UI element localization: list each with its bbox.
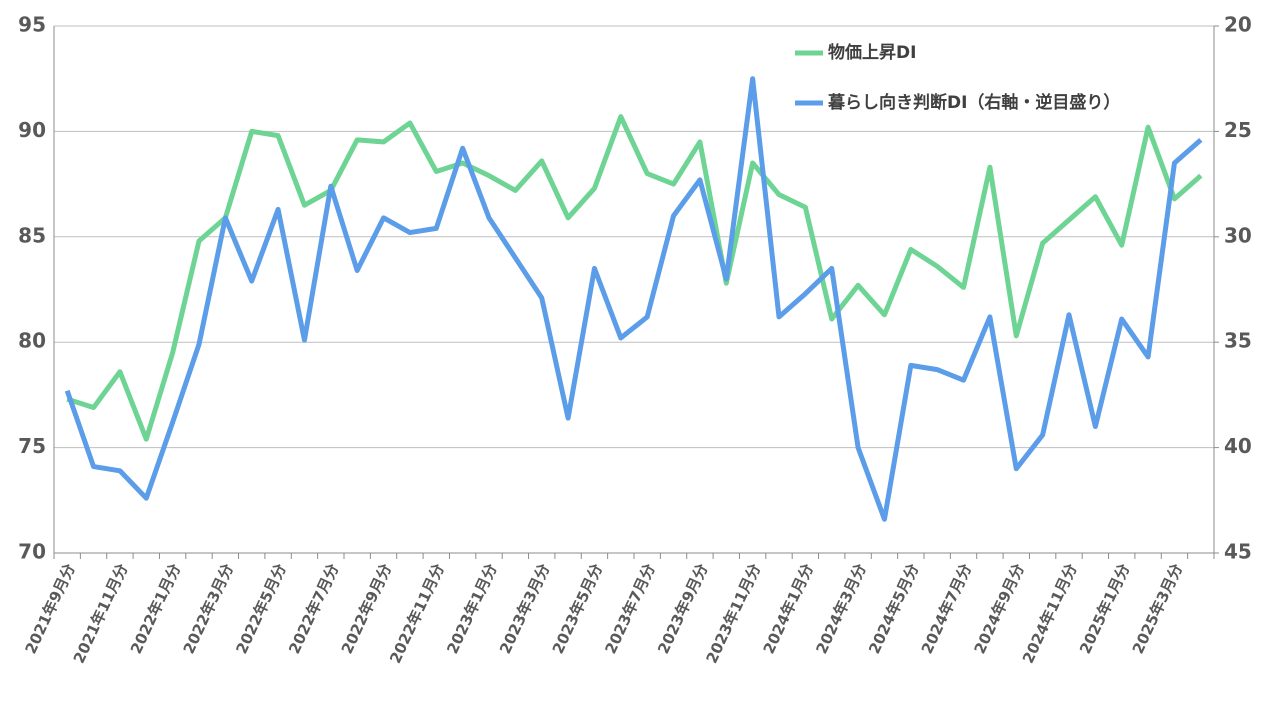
y2-tick-label: 35 xyxy=(1224,329,1252,353)
x-tick-label: 2021年11月分 xyxy=(70,561,132,666)
x-tick-label: 2022年3月分 xyxy=(180,561,237,657)
x-tick-label: 2023年3月分 xyxy=(496,561,553,657)
y2-tick-label: 45 xyxy=(1224,540,1252,564)
x-tick-label: 2022年1月分 xyxy=(127,561,184,657)
x-tick-label: 2024年9月分 xyxy=(971,561,1028,657)
y-tick-label: 80 xyxy=(18,329,46,353)
x-tick-label: 2023年11月分 xyxy=(703,561,765,666)
series-line xyxy=(66,114,1203,442)
x-tick-label: 2022年5月分 xyxy=(232,561,289,657)
y2-tick-label: 30 xyxy=(1224,223,1252,247)
x-tick-label: 2023年5月分 xyxy=(549,561,606,657)
legend-label: 物価上昇DI xyxy=(828,42,916,63)
y2-tick-label: 25 xyxy=(1224,118,1252,142)
y-tick-label: 70 xyxy=(18,540,46,564)
x-tick-label: 2024年1月分 xyxy=(760,561,817,657)
x-tick-label: 2023年1月分 xyxy=(443,561,500,657)
x-tick-label: 2024年3月分 xyxy=(812,561,869,657)
x-tick-label: 2023年9月分 xyxy=(654,561,711,657)
x-tick-label: 2022年11月分 xyxy=(386,561,448,666)
y-tick-label: 90 xyxy=(18,118,46,142)
x-tick-label: 2025年3月分 xyxy=(1129,561,1186,657)
x-tick-label: 2025年1月分 xyxy=(1076,561,1133,657)
x-tick-label: 2022年7月分 xyxy=(285,561,342,657)
x-tick-label: 2023年7月分 xyxy=(601,561,658,657)
x-tick-label: 2022年9月分 xyxy=(338,561,395,657)
x-tick-label: 2024年5月分 xyxy=(865,561,922,657)
y-tick-label: 75 xyxy=(18,434,46,458)
y-tick-label: 85 xyxy=(18,223,46,247)
legend-label: 暮らし向き判断DI（右軸・逆目盛り） xyxy=(827,92,1120,113)
x-tick-label: 2024年7月分 xyxy=(918,561,975,657)
x-tick-label: 2021年9月分 xyxy=(21,561,78,657)
series-line xyxy=(64,76,1203,522)
y2-tick-label: 20 xyxy=(1224,13,1252,37)
x-tick-label: 2024年11月分 xyxy=(1019,561,1081,666)
y2-tick-label: 40 xyxy=(1224,434,1252,458)
y-tick-label: 95 xyxy=(18,13,46,37)
